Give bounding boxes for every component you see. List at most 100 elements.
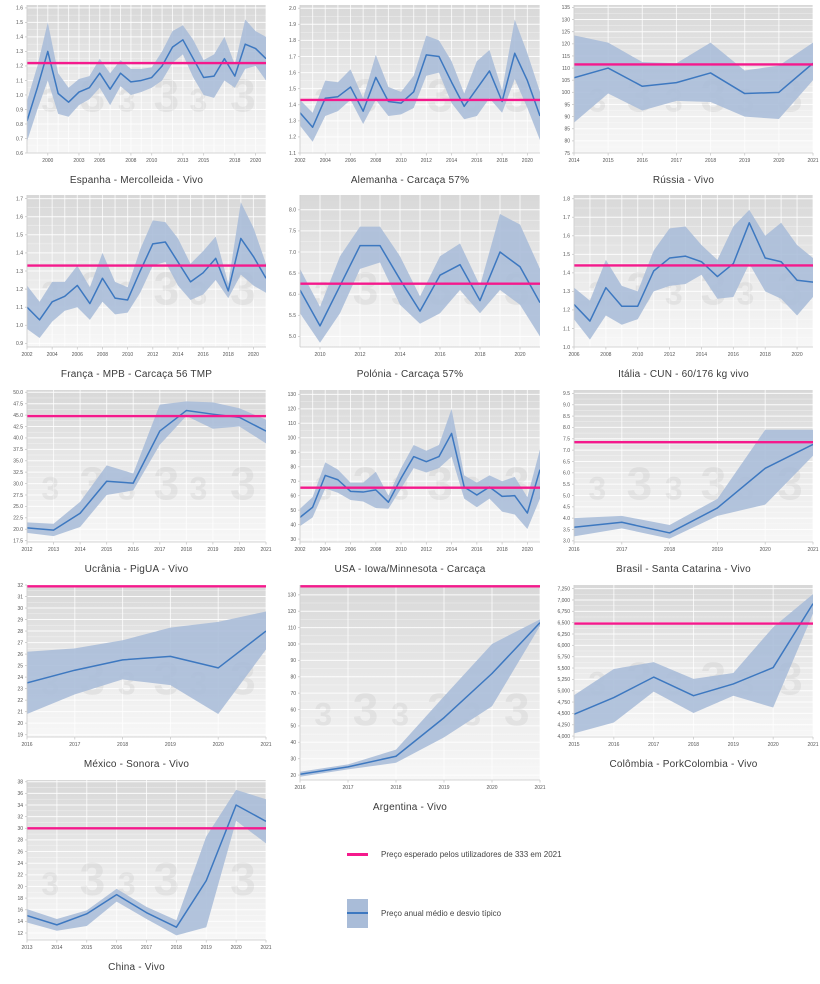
svg-text:5,500: 5,500 — [557, 666, 570, 672]
svg-text:3.0: 3.0 — [563, 539, 570, 545]
svg-text:26: 26 — [17, 849, 23, 855]
chart-plot-area: 3333334,0004,2504,5004,7505,0005,2505,50… — [547, 580, 820, 757]
svg-text:2016: 2016 — [128, 547, 139, 553]
svg-text:2021: 2021 — [260, 945, 271, 951]
svg-text:17.5: 17.5 — [13, 538, 23, 544]
chart-title: Brasil - Santa Catarina - Vivo — [616, 564, 751, 575]
svg-text:22: 22 — [17, 698, 23, 704]
svg-text:2018: 2018 — [181, 547, 192, 553]
svg-text:95: 95 — [564, 102, 570, 108]
svg-text:2002: 2002 — [294, 158, 305, 164]
svg-text:1.8: 1.8 — [289, 38, 296, 44]
svg-text:2015: 2015 — [101, 547, 112, 553]
svg-text:2014: 2014 — [51, 945, 62, 951]
svg-text:3: 3 — [41, 866, 59, 902]
svg-text:2014: 2014 — [446, 158, 457, 164]
svg-text:2015: 2015 — [603, 158, 614, 164]
svg-text:1.9: 1.9 — [289, 22, 296, 28]
svg-text:2020: 2020 — [250, 158, 261, 164]
svg-text:2014: 2014 — [394, 352, 405, 358]
svg-text:2010: 2010 — [146, 158, 157, 164]
svg-text:34: 34 — [17, 803, 23, 809]
svg-text:2014: 2014 — [696, 352, 707, 358]
svg-text:2019: 2019 — [201, 945, 212, 951]
svg-text:70: 70 — [290, 691, 296, 697]
chart-title: Ucrânia - PigUA - Vivo — [84, 564, 189, 575]
svg-text:1.4: 1.4 — [289, 103, 296, 109]
svg-text:1.6: 1.6 — [16, 215, 23, 221]
svg-text:2010: 2010 — [122, 352, 133, 358]
svg-text:2013: 2013 — [177, 158, 188, 164]
svg-text:2018: 2018 — [229, 158, 240, 164]
svg-text:120: 120 — [288, 609, 297, 615]
svg-text:2017: 2017 — [69, 742, 80, 748]
svg-text:3: 3 — [154, 457, 180, 509]
svg-text:2000: 2000 — [42, 158, 53, 164]
chart-title: Espanha - Mercolleida - Vivo — [69, 175, 204, 186]
svg-text:50: 50 — [290, 508, 296, 514]
svg-text:2019: 2019 — [438, 785, 449, 791]
svg-text:2002: 2002 — [294, 547, 305, 553]
chart-title: México - Sonora - Vivo — [83, 759, 190, 770]
svg-text:6.5: 6.5 — [289, 271, 296, 277]
svg-text:90: 90 — [290, 450, 296, 456]
mean-line — [574, 222, 813, 322]
chart-svg: 3333335.05.56.06.57.07.58.02010201220142… — [289, 195, 541, 358]
svg-text:2020: 2020 — [792, 352, 803, 358]
svg-text:30: 30 — [17, 606, 23, 612]
axes — [573, 5, 813, 154]
svg-text:0.8: 0.8 — [16, 122, 23, 128]
svg-text:3: 3 — [588, 470, 606, 506]
svg-text:1.3: 1.3 — [16, 269, 23, 275]
svg-text:8.0: 8.0 — [563, 425, 570, 431]
svg-text:2004: 2004 — [47, 352, 58, 358]
svg-text:3: 3 — [230, 457, 256, 509]
svg-text:5.5: 5.5 — [289, 313, 296, 319]
svg-text:1.4: 1.4 — [563, 271, 570, 277]
svg-text:7.0: 7.0 — [289, 250, 296, 256]
svg-text:3: 3 — [190, 470, 208, 506]
svg-text:120: 120 — [562, 42, 571, 48]
svg-text:130: 130 — [288, 392, 297, 398]
svg-text:2018: 2018 — [688, 742, 699, 748]
svg-text:2020: 2020 — [248, 352, 259, 358]
svg-text:2020: 2020 — [213, 742, 224, 748]
svg-text:80: 80 — [290, 465, 296, 471]
legend-band-row: Preço anual médio e desvio típico — [347, 899, 562, 928]
svg-text:26: 26 — [17, 652, 23, 658]
chart-title: Argentina - Vivo — [372, 802, 448, 813]
svg-text:6,750: 6,750 — [557, 609, 570, 615]
svg-text:4.0: 4.0 — [563, 516, 570, 522]
svg-text:2015: 2015 — [81, 945, 92, 951]
svg-text:2020: 2020 — [231, 945, 242, 951]
svg-text:50: 50 — [290, 724, 296, 730]
svg-text:2014: 2014 — [75, 547, 86, 553]
svg-text:5,250: 5,250 — [557, 677, 570, 683]
svg-text:27: 27 — [17, 640, 23, 646]
y-axis-labels: 20 30 40 50 60 70 80 90 100 110 120 130 — [288, 593, 300, 779]
svg-text:85: 85 — [564, 127, 570, 133]
svg-text:3: 3 — [391, 696, 409, 732]
x-axis-labels: 2014 2015 2016 2017 2018 2019 2020 2021 — [568, 153, 819, 164]
chart-svg: 3333334,0004,2504,5004,7505,0005,2505,50… — [557, 585, 819, 748]
svg-text:3: 3 — [737, 275, 755, 311]
svg-text:2021: 2021 — [807, 547, 818, 553]
std-dev-band — [574, 429, 813, 539]
svg-text:2017: 2017 — [616, 547, 627, 553]
chart-polonia: 3333335.05.56.06.57.07.58.02010201220142… — [273, 190, 547, 380]
svg-text:6.0: 6.0 — [563, 471, 570, 477]
svg-text:28: 28 — [17, 629, 23, 635]
svg-text:40: 40 — [290, 740, 296, 746]
chart-ucrania-pigua: 33333317.520.022.525.027.530.032.535.037… — [0, 385, 273, 575]
svg-text:2017: 2017 — [154, 547, 165, 553]
svg-text:5.5: 5.5 — [563, 482, 570, 488]
mean-line — [574, 443, 813, 534]
std-dev-band — [27, 789, 266, 936]
svg-text:2020: 2020 — [760, 547, 771, 553]
x-axis-labels: 2016 2017 2018 2019 2020 2021 — [568, 542, 819, 553]
svg-text:30.0: 30.0 — [13, 481, 23, 487]
x-axis-labels: 2016 2017 2018 2019 2020 2021 — [21, 737, 272, 748]
svg-text:2006: 2006 — [72, 352, 83, 358]
chart-svg: 3333331.01.11.21.31.41.51.61.71.82006200… — [563, 195, 814, 358]
